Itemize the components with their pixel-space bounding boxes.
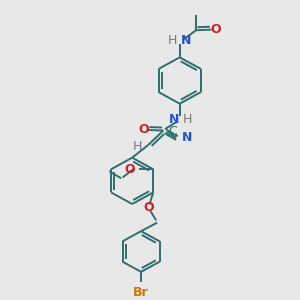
Text: H: H xyxy=(168,34,177,47)
Text: O: O xyxy=(143,202,154,214)
Text: H: H xyxy=(133,140,142,153)
Text: Br: Br xyxy=(133,286,149,299)
Text: O: O xyxy=(124,163,135,176)
Text: O: O xyxy=(211,23,221,36)
Text: H: H xyxy=(183,113,192,126)
Text: N: N xyxy=(169,113,179,126)
Text: N: N xyxy=(181,34,192,47)
Text: O: O xyxy=(138,124,149,136)
Text: C: C xyxy=(169,125,178,139)
Text: N: N xyxy=(182,131,193,144)
